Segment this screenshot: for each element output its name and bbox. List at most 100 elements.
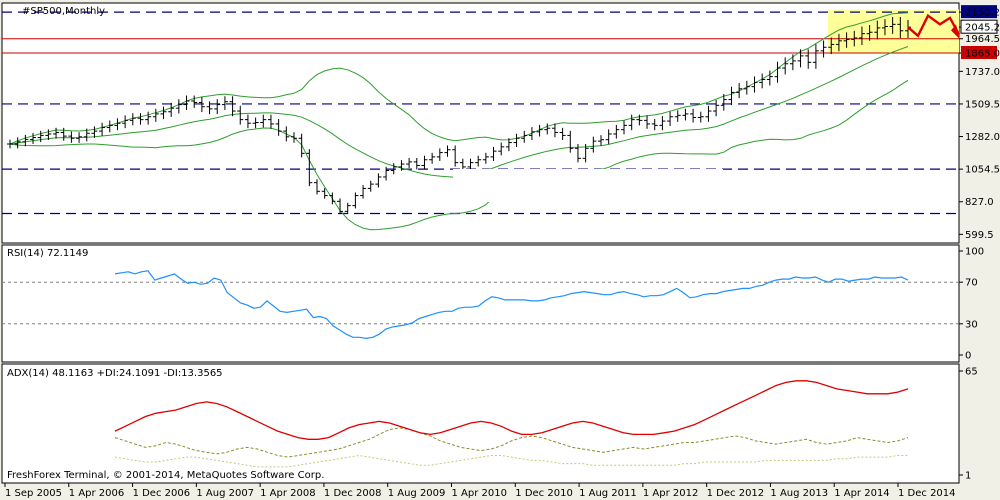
ohlc-bar [214,99,221,115]
x-tick-label: 1 Dec 2008 [324,488,382,499]
ohlc-bar [152,108,159,122]
adx-title: ADX(14) 48.1163 +DI:24.1091 -DI:13.3565 [7,368,223,379]
rsi-tick-label: 0 [965,351,971,362]
ohlc-bar [582,143,589,163]
ohlc-bar [252,117,259,129]
ohlc-bar [498,142,505,156]
ohlc-bar [298,133,305,158]
ohlc-bar [191,95,198,108]
ohlc-bar [30,132,37,144]
symbol-title: #SP500,Monthly [22,6,105,17]
ohlc-bar [7,139,13,149]
ohlc-bar [605,129,612,145]
ohlc-bar [290,132,297,143]
price-label-box [960,19,998,34]
ohlc-bar [713,99,720,117]
rsi-plot: 100 70 30 0 [2,247,984,362]
ohlc-bar [490,146,497,161]
ohlc-bar [283,126,290,142]
ohlc-bar [390,163,397,175]
price-tick-label: 2150.2 [965,8,1000,19]
ohlc-bar [175,99,182,114]
rsi-line [114,270,909,340]
price-panel[interactable] [1,2,960,244]
ohlc-bar [145,111,152,125]
ohlc-bar [168,102,175,117]
ohlc-bar [858,26,865,46]
ohlc-bar [237,105,244,125]
ohlc-bar [452,145,459,167]
ohlc-bar [436,148,443,161]
ohlc-bar [574,143,581,163]
ohlc-bar [782,57,789,75]
ohlc-bar [413,157,420,170]
price-tick-label: 1737.0 [965,67,1000,78]
price-tick-label: 1964.5 [965,34,1000,45]
ohlc-bar [37,130,44,143]
resistance-label-box [961,5,997,19]
ohlc-bar [736,83,743,99]
ohlc-bar [644,115,651,129]
ohlc-bar [183,95,190,110]
ohlc-bar [83,128,90,142]
x-tick-label: 1 Apr 2008 [260,488,315,499]
price-tick-label: 1509.5 [965,99,1000,110]
ohlc-bar [60,127,67,141]
x-tick-label: 1 Dec 2014 [898,488,956,499]
ohlc-bar [544,123,551,135]
ohlc-bar [344,202,351,215]
ohlc-bar [383,166,390,181]
x-tick-label: 1 Aug 2011 [579,488,637,499]
ohlc-bar [820,40,827,58]
adx-panel[interactable] [1,363,960,484]
price-tick-label: 1054.5 [965,165,1000,176]
ohlc-bar [528,127,535,141]
ohlc-bar [329,192,336,205]
ohlc-bar [91,126,98,138]
ohlc-bar [360,185,367,199]
ohlc-bar [559,127,566,141]
ohlc-bar [160,106,167,120]
rsi-panel[interactable] [1,244,960,363]
overlay-box [453,169,723,202]
adx-tick-label: 1 [965,471,971,482]
ohlc-bar [337,198,344,215]
x-tick-label: 1 Apr 2010 [452,488,507,499]
ohlc-bar [597,135,604,146]
price-tick-label: 1282.0 [965,132,1000,143]
ohlc-bar [789,54,796,71]
ohlc-bar [99,122,106,136]
x-tick-label: 1 Apr 2006 [69,488,124,499]
ohlc-bar [429,152,436,164]
ohlc-bar [720,94,727,111]
price-tick-label: 827.0 [965,197,994,208]
ohlc-bar [851,30,858,47]
ohlc-bar [137,113,144,125]
ohlc-bar [881,19,888,36]
ohlc-bar [106,120,113,133]
x-tick-label: 1 Dec 2012 [707,488,765,499]
ohlc-bar [482,152,489,164]
rsi-tick-label: 100 [965,247,984,258]
ohlc-bar [267,114,274,129]
bb-upper [9,12,909,145]
ohlc-bar [551,123,558,138]
ohlc-bar [797,49,804,68]
price-tick-label: 2045.2 [965,23,1000,34]
adx-line [114,380,909,440]
ohlc-bar [690,108,697,123]
x-tick-label: 1 Aug 2013 [770,488,828,499]
rsi-tick-label: 70 [965,278,978,289]
ohlc-bar [759,73,766,89]
target-zone [828,9,959,54]
ohlc-bar [129,113,136,126]
ohlc-bar [198,96,205,113]
ohlc-bar [835,33,842,52]
support-label-box [961,46,997,60]
ohlc-bar [229,96,236,117]
x-tick-label: 1 Sep 2005 [5,488,62,499]
ohlc-bar [897,16,904,39]
ohlc-bar [774,61,781,83]
